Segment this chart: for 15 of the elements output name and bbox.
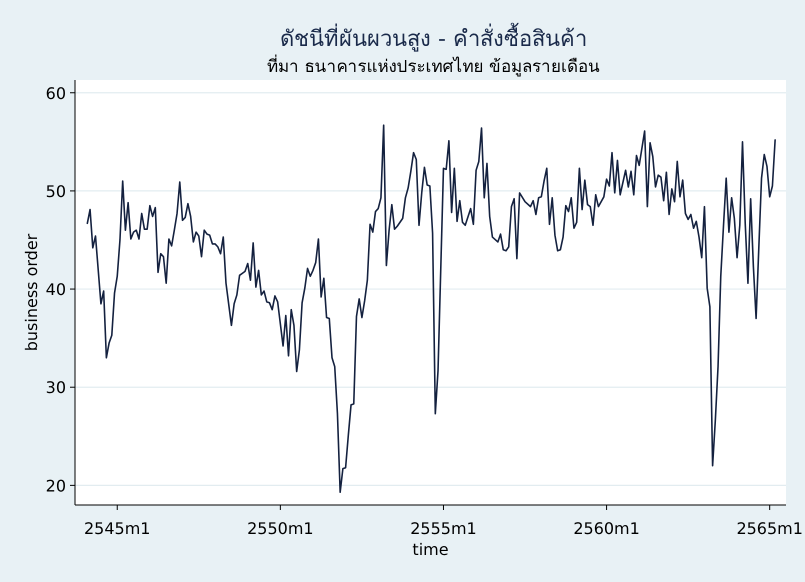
x-tick-label: 2555m1 <box>410 519 477 538</box>
chart-title: ดัชนีที่ผันผวนสูง - คำสั่งซื้อสินค้า <box>280 23 587 52</box>
y-tick-label: 60 <box>46 84 66 103</box>
y-tick-label: 50 <box>46 182 66 201</box>
line-series <box>86 124 776 494</box>
chart-subtitle: ที่มา ธนาคารแห่งประเทศไทย ข้อมูลรายเดือน <box>267 54 600 77</box>
x-axis-title: time <box>412 540 449 559</box>
y-tick-label: 40 <box>46 280 66 300</box>
x-tick-label: 2545m1 <box>84 519 150 538</box>
y-axis-title: business order <box>22 233 41 352</box>
y-tick-label: 20 <box>46 476 66 496</box>
y-tick-label: 30 <box>46 378 66 398</box>
x-tick-label: 2565m1 <box>736 519 803 538</box>
x-tick-label: 2560m1 <box>573 519 640 538</box>
x-tick-label: 2550m1 <box>247 519 314 538</box>
